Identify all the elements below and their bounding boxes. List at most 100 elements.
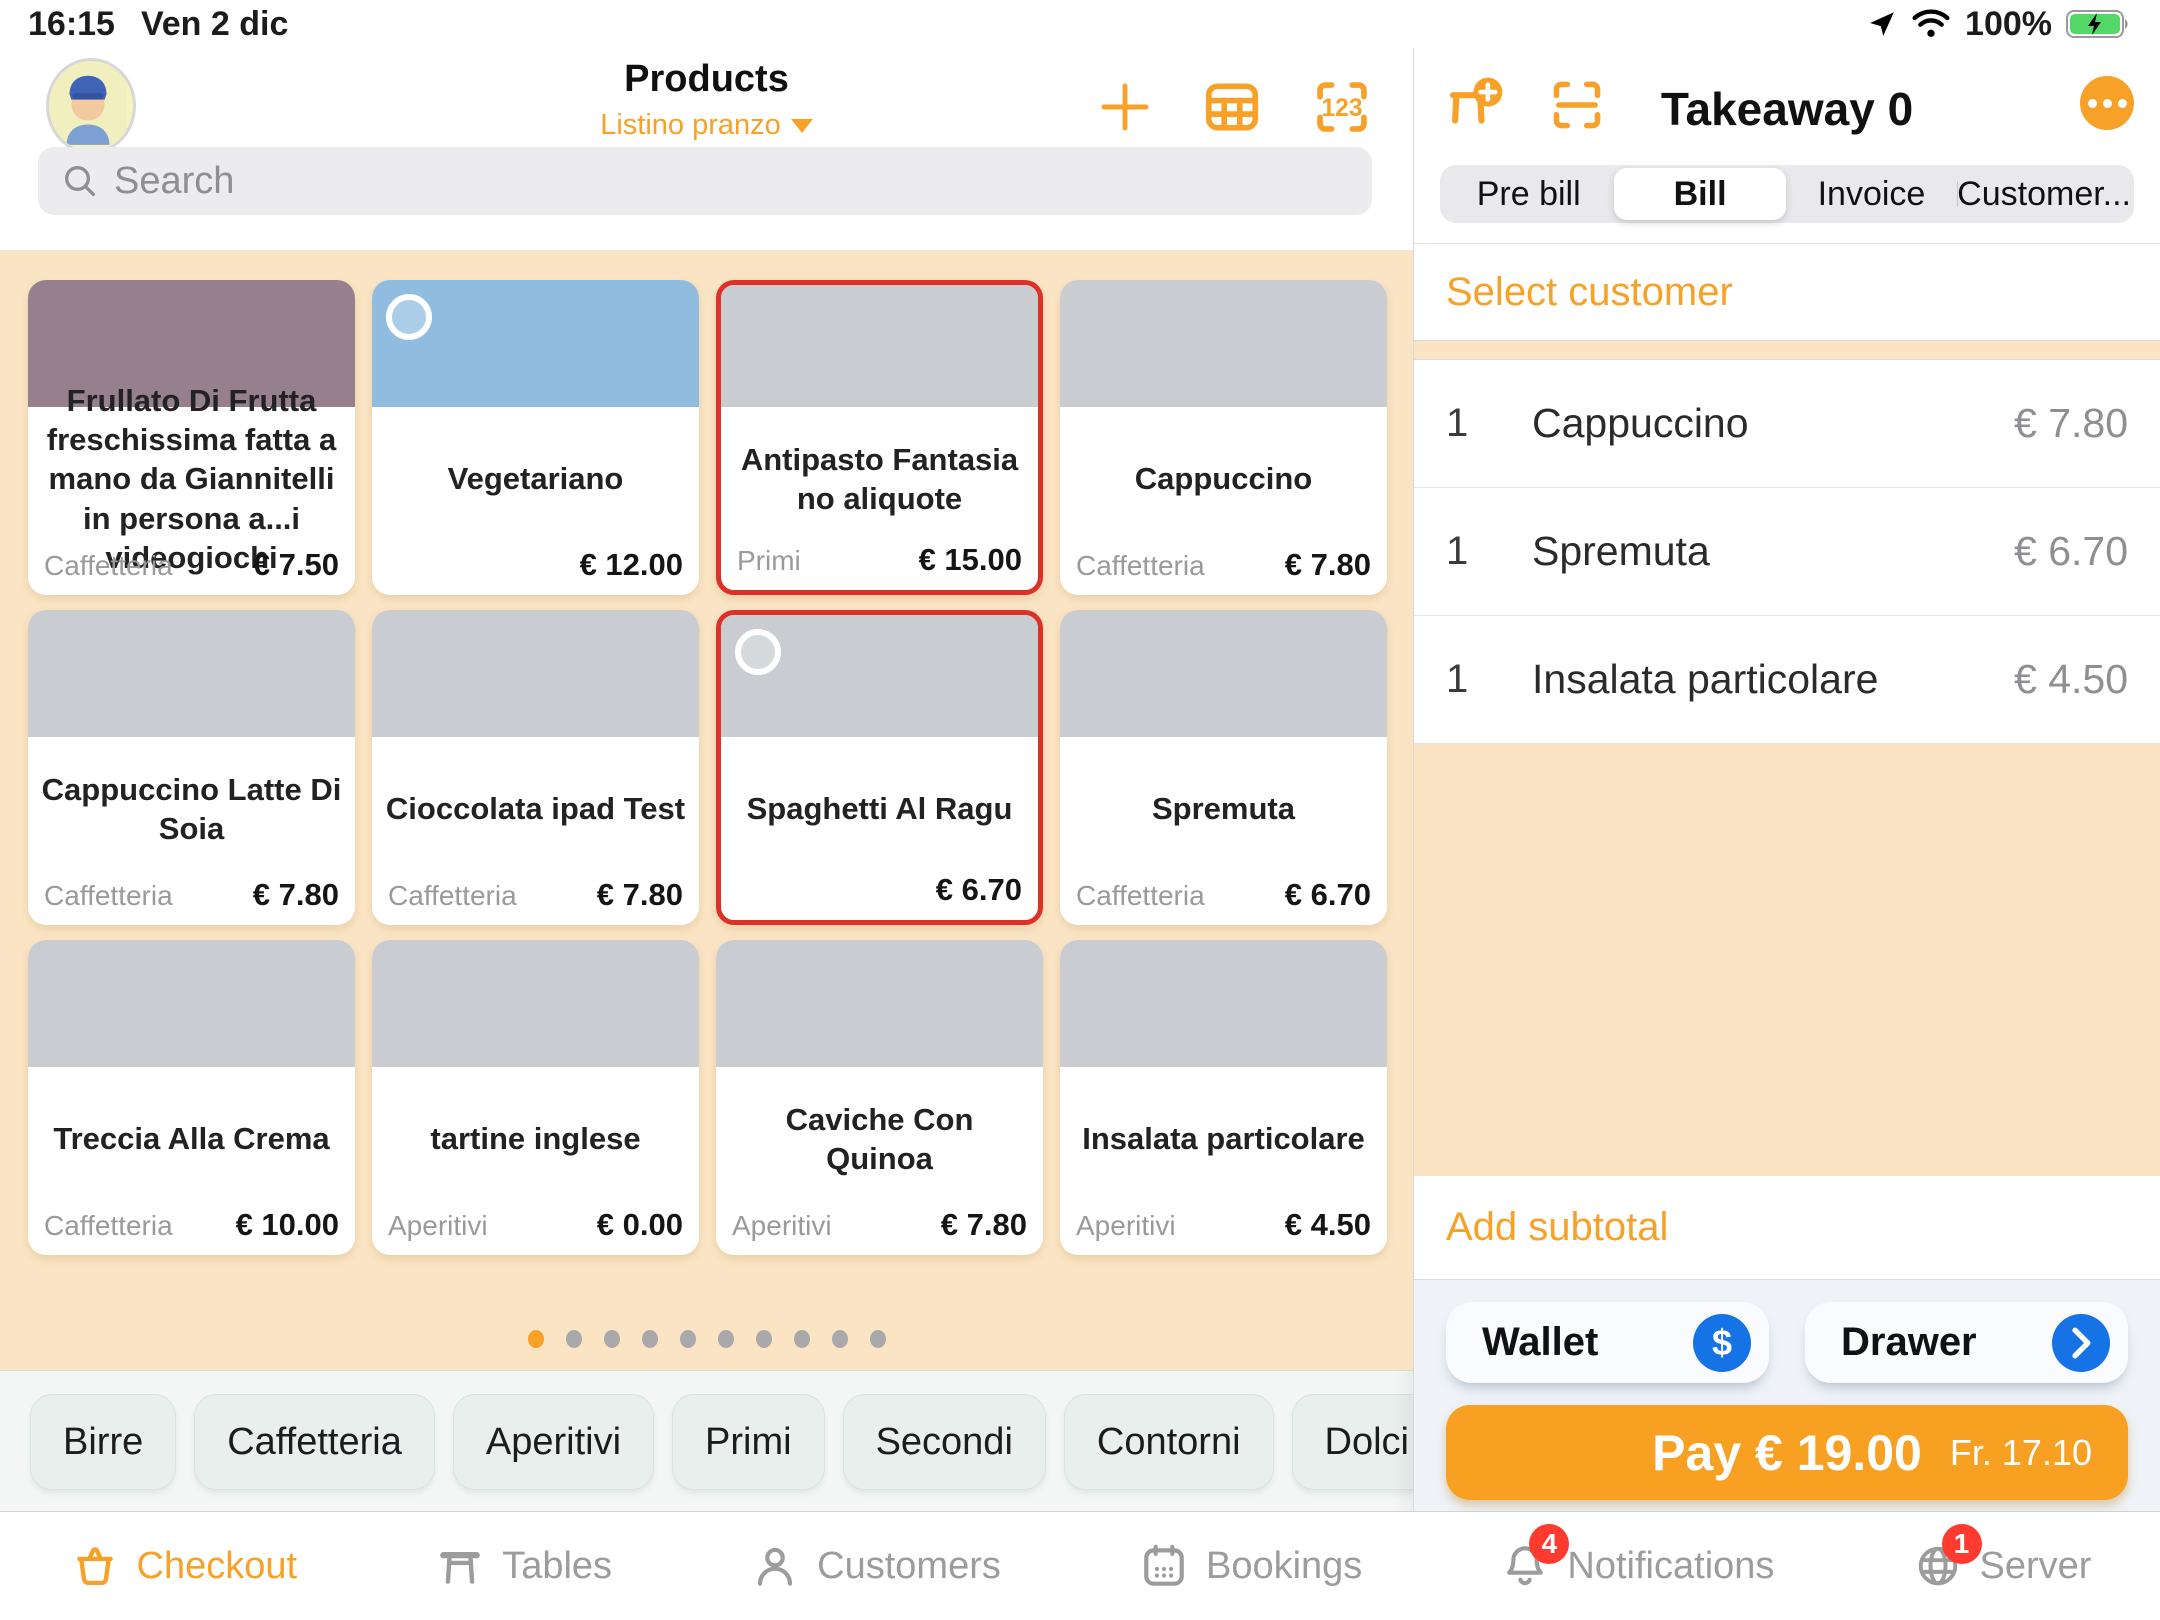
product-card[interactable]: Vegetariano € 12.00 — [372, 280, 699, 595]
order-item-qty: 1 — [1446, 401, 1469, 445]
pay-button[interactable]: Pay € 19.00 Fr. 17.10 — [1446, 1405, 2128, 1500]
order-item-row[interactable]: 1 Spremuta € 6.70 — [1414, 488, 2160, 616]
product-category: Aperitivi — [732, 1210, 832, 1241]
order-item-qty: 1 — [1446, 657, 1469, 701]
bill-type-tab[interactable]: Bill — [1614, 168, 1786, 220]
nav-label: Server — [1979, 1544, 2092, 1587]
divider — [1414, 243, 2160, 244]
product-card[interactable]: Cioccolata ipad Test Caffetteria € 7.80 — [372, 610, 699, 925]
person-icon — [749, 1540, 801, 1592]
order-title: Takeaway 0 — [1660, 83, 1914, 135]
product-image-placeholder — [372, 280, 699, 407]
product-card[interactable]: Spremuta Caffetteria € 6.70 — [1060, 610, 1387, 925]
product-card[interactable]: Spaghetti Al Ragu € 6.70 — [716, 610, 1043, 925]
product-name: Treccia Alla Crema — [53, 1121, 330, 1157]
order-item-name: Insalata particolare — [1532, 656, 1879, 702]
search-input[interactable]: Search — [38, 147, 1372, 215]
page-dot[interactable] — [755, 1330, 772, 1348]
bell-icon: 4 — [1499, 1524, 1570, 1592]
product-grid: Frullato Di Frutta freschissima fatta a … — [0, 250, 1413, 1255]
battery-icon — [2066, 8, 2132, 40]
product-card[interactable]: Cappuccino Latte Di Soia Caffetteria € 7… — [28, 610, 355, 925]
nav-item-bookings[interactable]: Bookings — [1138, 1540, 1362, 1592]
bill-type-tab[interactable]: Customer... — [1957, 168, 2131, 220]
product-card[interactable]: Frullato Di Frutta freschissima fatta a … — [28, 280, 355, 595]
product-name: Cappuccino — [1134, 461, 1313, 497]
category-chip-label: Dolci — [1324, 1420, 1409, 1463]
more-options-button[interactable] — [2080, 76, 2134, 130]
category-chip[interactable]: Aperitivi — [452, 1394, 655, 1490]
product-price: € 12.00 — [579, 547, 683, 582]
product-card[interactable]: Treccia Alla Crema Caffetteria € 10.00 — [28, 940, 355, 1255]
drawer-button[interactable]: Drawer — [1805, 1302, 2128, 1383]
category-chip-label: Aperitivi — [485, 1420, 622, 1463]
nav-item-tables[interactable]: Tables — [434, 1540, 612, 1592]
page-dot[interactable] — [603, 1330, 620, 1348]
product-option-ring-icon — [735, 629, 781, 675]
bill-type-tab[interactable]: Invoice — [1786, 168, 1957, 220]
category-chip[interactable]: Caffetteria — [194, 1394, 435, 1490]
category-chip[interactable]: Primi — [672, 1394, 825, 1490]
nav-label: Notifications — [1567, 1544, 1775, 1587]
product-price: € 7.80 — [596, 877, 683, 912]
status-time: 16:15 — [28, 4, 115, 43]
nav-item-notifications[interactable]: 4 Notifications — [1499, 1524, 1775, 1592]
category-chip[interactable]: Secondi — [842, 1394, 1046, 1490]
keypad-grid-button[interactable] — [1201, 76, 1263, 138]
order-item-name: Cappuccino — [1532, 400, 1749, 446]
page-dot[interactable] — [717, 1330, 734, 1348]
category-chip[interactable]: Dolci — [1291, 1394, 1413, 1490]
barcode-entry-button[interactable]: 123 — [1311, 76, 1373, 138]
add-product-button[interactable] — [1097, 79, 1153, 135]
product-card[interactable]: Antipasto Fantasia no aliquote Primi € 1… — [716, 280, 1043, 595]
product-card[interactable]: Caviche Con Quinoa Aperitivi € 7.80 — [716, 940, 1043, 1255]
page-dot[interactable] — [565, 1330, 582, 1348]
search-placeholder: Search — [114, 159, 235, 202]
chevron-down-icon — [790, 118, 813, 133]
bill-type-tab[interactable]: Pre bill — [1443, 168, 1614, 220]
price-list-selector[interactable]: Listino pranzo — [0, 109, 1413, 142]
add-subtotal-row[interactable]: Add subtotal — [1414, 1176, 2160, 1280]
bill-type-tab-label: Invoice — [1817, 174, 1926, 213]
category-chip[interactable]: Contorni — [1063, 1394, 1274, 1490]
nav-item-customers[interactable]: Customers — [749, 1540, 1001, 1592]
page-dot[interactable] — [831, 1330, 848, 1348]
search-icon — [60, 161, 100, 201]
page-dot[interactable] — [527, 1330, 544, 1348]
nav-item-server[interactable]: 1 Server — [1912, 1524, 2092, 1592]
user-avatar[interactable] — [46, 58, 136, 154]
product-card[interactable]: Cappuccino Caffetteria € 7.80 — [1060, 280, 1387, 595]
category-bar: Birre Caffetteria Aperitivi Primi — [0, 1370, 1413, 1513]
product-name: Cioccolata ipad Test — [385, 791, 686, 827]
category-chip[interactable]: Birre — [30, 1394, 177, 1490]
product-image-placeholder — [372, 940, 699, 1067]
page-dot[interactable] — [869, 1330, 886, 1348]
product-price: € 7.50 — [252, 547, 339, 582]
product-name: Frullato Di Frutta freschissima fatta a … — [46, 383, 337, 575]
product-card[interactable]: tartine inglese Aperitivi € 0.00 — [372, 940, 699, 1255]
page-dot[interactable] — [793, 1330, 810, 1348]
wallet-button[interactable]: Wallet $ — [1446, 1302, 1769, 1383]
battery-percent: 100% — [1965, 4, 2052, 43]
order-item-row[interactable]: 1 Insalata particolare € 4.50 — [1414, 616, 2160, 744]
product-category: Aperitivi — [1076, 1210, 1176, 1241]
status-date: Ven 2 dic — [140, 4, 289, 43]
nav-item-checkout[interactable]: Checkout — [69, 1540, 297, 1592]
page-dot[interactable] — [679, 1330, 696, 1348]
products-header: Products Listino pranzo — [0, 48, 1413, 250]
scan-barcode-button[interactable] — [1548, 76, 1606, 134]
page-dot[interactable] — [641, 1330, 658, 1348]
product-category: Caffetteria — [1076, 880, 1205, 911]
product-card[interactable]: Insalata particolare Aperitivi € 4.50 — [1060, 940, 1387, 1255]
select-customer-row[interactable]: Select customer — [1414, 244, 2160, 340]
assign-table-button[interactable] — [1444, 74, 1506, 136]
order-item-row[interactable]: 1 Cappuccino € 7.80 — [1414, 360, 2160, 488]
product-image-placeholder — [372, 610, 699, 737]
page-dots[interactable] — [0, 1330, 1413, 1348]
order-item-qty: 1 — [1446, 529, 1469, 573]
page-title: Products — [624, 58, 789, 100]
product-price: € 6.70 — [1284, 877, 1371, 912]
products-panel: Products Listino pranzo — [0, 48, 1413, 1513]
location-arrow-icon — [1867, 9, 1897, 39]
dollar-icon: $ — [1693, 1313, 1751, 1372]
